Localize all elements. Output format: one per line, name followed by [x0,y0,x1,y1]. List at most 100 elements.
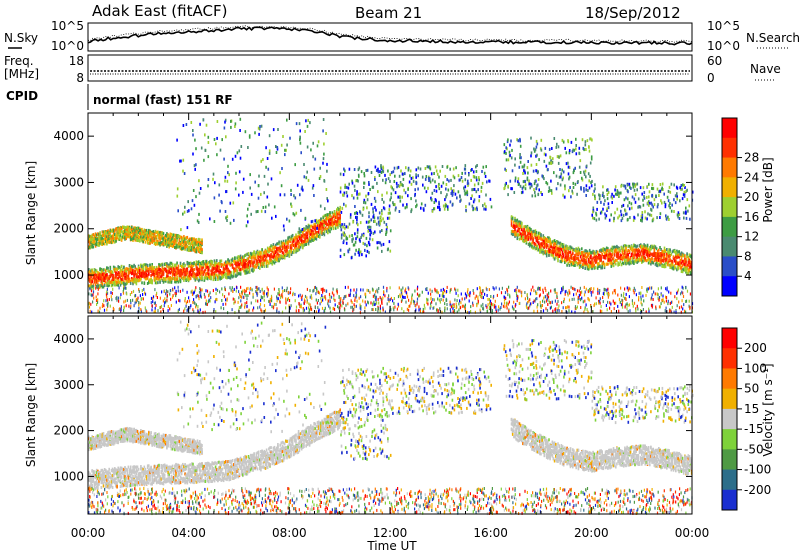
echo-cell [203,276,206,280]
echo-cell [109,274,112,278]
echo-cell [114,280,116,284]
echo-cell [290,248,293,252]
echo-cell [234,259,236,262]
echo-cell [191,264,193,268]
echo-cell [195,163,197,167]
echo-cell [92,274,95,278]
echo-cell [236,273,238,277]
echo-cell [269,254,271,258]
echo-cell [197,270,200,274]
echo-cell [298,227,301,231]
echo-cell [200,146,203,150]
echo-cell [227,258,229,262]
echo-cell [260,256,262,260]
echo-cell [352,243,355,247]
echo-cell [277,252,279,256]
echo-cell [257,262,260,266]
echo-cell [346,185,348,189]
echo-cell [273,253,276,257]
echo-cell [306,236,309,240]
echo-cell [103,268,106,272]
echo-cell [178,275,181,278]
echo-cell [254,131,256,135]
echo-cell [90,286,92,290]
echo-cell [359,210,361,214]
echo-cell [180,265,183,268]
echo-cell [253,268,255,272]
echo-cell [172,277,175,280]
echo-cell [311,229,313,233]
echo-cell [100,270,103,274]
echo-cell [149,267,151,271]
echo-cell [380,219,383,223]
echo-cell [298,247,301,251]
echo-cell [124,283,126,286]
echo-cell [285,239,287,243]
echo-cell [288,235,291,239]
echo-cell [103,273,106,277]
echo-cell [663,246,666,250]
echo-cell [154,281,157,285]
echo-cell [357,223,359,227]
echo-cell [268,261,270,265]
echo-cell [100,273,103,277]
echo-cell [88,284,90,288]
echo-cell [282,255,285,259]
echo-cell [440,191,442,195]
echo-cell [208,272,210,276]
echo-cell [106,276,108,280]
echo-cell [244,269,246,273]
echo-cell [307,225,309,229]
echo-cell [227,267,229,271]
echo-cell [376,246,379,250]
echo-cell [179,264,182,267]
echo-cell [362,207,365,211]
echo-cell [238,170,241,174]
echo-cell [234,154,237,158]
echo-cell [158,265,160,269]
echo-cell [190,121,193,124]
echo-cell [182,277,184,280]
echo-cell [191,262,193,266]
echo-cell [385,231,388,234]
echo-cell [151,281,153,285]
echo-cell [273,250,276,254]
echo-cell [316,226,318,230]
echo-cell [254,257,257,261]
echo-cell [340,210,343,214]
freq-label: Freq. [4,54,34,68]
echo-cell [379,230,381,234]
echo-cell [308,237,311,241]
echo-cell [272,252,275,256]
echo-cell [226,264,228,268]
echo-cell [259,259,261,263]
echo-cell [165,262,167,266]
echo-cell [288,219,291,223]
echo-cell [148,272,150,276]
echo-cell [189,261,192,265]
echo-cell [268,134,271,138]
echo-cell [93,280,96,284]
echo-cell [205,276,208,280]
echo-cell [322,161,324,165]
echo-cell [307,239,310,243]
echo-cell [375,208,377,212]
echo-cell [278,249,280,253]
echo-cell [222,271,225,275]
echo-cell [356,215,358,219]
echo-cell [446,165,448,169]
echo-cell [195,147,197,151]
echo-cell [291,237,294,241]
echo-cell [210,277,212,281]
echo-cell [213,275,216,279]
echo-cell [219,262,221,266]
echo-cell [445,187,447,191]
echo-cell [248,265,251,269]
echo-cell [217,263,219,267]
echo-cell [199,265,201,268]
echo-cell [368,211,370,215]
echo-cell [303,229,305,232]
echo-cell [153,270,156,273]
echo-cell [146,282,149,285]
echo-cell [523,227,525,231]
